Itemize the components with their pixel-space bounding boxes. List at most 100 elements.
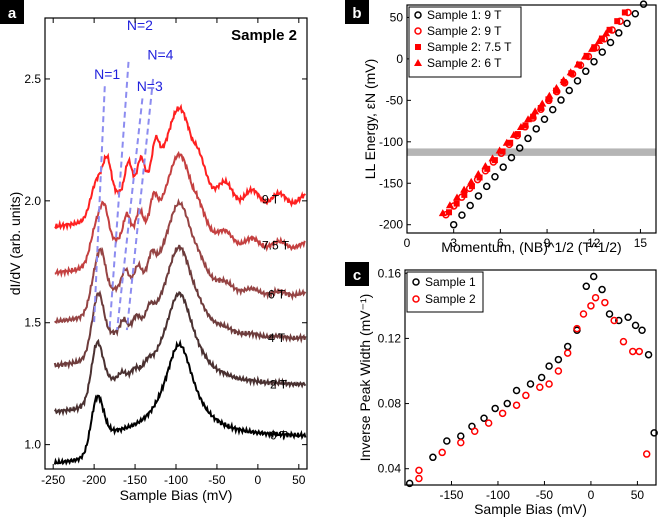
panel-c-ytick-label-2: 0.12 bbox=[378, 331, 402, 345]
panel-b-ylabel: LL Energy, εN (mV) bbox=[362, 59, 378, 180]
panel-b-xtick-label-4: 12 bbox=[587, 236, 601, 250]
panel-a-title: Sample 2 bbox=[231, 27, 297, 44]
panel-b-point-s3-20 bbox=[580, 52, 589, 60]
panel-c-point-s1-0 bbox=[415, 474, 423, 483]
panel-c-point-s1-22 bbox=[642, 450, 651, 458]
panel-b-point-s3-12 bbox=[524, 115, 533, 123]
panel-a-xtick-label-0: -250 bbox=[41, 473, 65, 487]
panel-b-point-s0-8 bbox=[515, 144, 524, 152]
panel-c-point-s1-5 bbox=[484, 419, 493, 427]
panel-c-point-s1-2 bbox=[438, 448, 446, 457]
panel-b-legend-box bbox=[408, 6, 522, 78]
panel-b-point-s0-2 bbox=[466, 201, 474, 210]
panel-c-point-s1-9 bbox=[536, 383, 544, 392]
panel-b-legend-marker-3 bbox=[414, 59, 422, 66]
panel-b-point-s2-2 bbox=[461, 191, 468, 198]
panel-c-point-s1-10 bbox=[545, 380, 553, 388]
panel-b-point-s3-11 bbox=[516, 123, 525, 131]
panel-c-ytick-label-1: 0.08 bbox=[378, 397, 402, 411]
panel-c-point-s1-11 bbox=[554, 367, 563, 375]
panel-b-point-s0-23 bbox=[639, 0, 648, 8]
panel-b-ytick-label-5: 50 bbox=[390, 10, 404, 24]
panel-c-point-s0-19 bbox=[615, 316, 623, 325]
panel-b-point-s2-23 bbox=[621, 9, 628, 16]
panel-b-point-s2-10 bbox=[522, 122, 529, 129]
panel-c-point-s0-23 bbox=[644, 350, 653, 359]
panel-b-xtick-label-0: 0 bbox=[404, 236, 411, 250]
spectrum-line-1 bbox=[53, 290, 307, 417]
panel-b-point-s2-7 bbox=[499, 148, 506, 155]
panel-c-xtick-label-3: 0 bbox=[588, 488, 595, 502]
panel-a-ytick-label-2: 2.0 bbox=[24, 194, 41, 208]
panel-c-point-s1-12 bbox=[563, 349, 572, 357]
panel-b-point-s0-4 bbox=[482, 182, 491, 191]
panel-a-ylabel: dI/dV (arb. units) bbox=[7, 192, 23, 296]
panel-b-point-s0-9 bbox=[524, 134, 532, 143]
panel-b-letter: b bbox=[352, 5, 361, 22]
panel-c-point-s1-20 bbox=[629, 347, 637, 356]
panel-b-point-s3-3 bbox=[460, 185, 469, 193]
panel-b-point-s2-22 bbox=[614, 18, 621, 25]
panel-c-xtick-label-4: 50 bbox=[631, 488, 645, 502]
panel-c-point-s1-1 bbox=[415, 466, 423, 475]
panel-b-ytick-label-1: -150 bbox=[379, 176, 403, 190]
panel-c-point-s0-12 bbox=[554, 355, 563, 364]
panel-b-point-s0-13 bbox=[557, 96, 565, 104]
panel-b-point-s2-21 bbox=[606, 26, 613, 33]
panel-c-xlabel: Sample Bias (mV) bbox=[474, 501, 587, 517]
panel-b-point-s3-5 bbox=[474, 169, 483, 177]
panel-b-point-s3-0 bbox=[438, 209, 447, 217]
panel-b-point-s0-16 bbox=[582, 67, 590, 76]
panel-c-point-s0-16 bbox=[589, 272, 598, 281]
panel-b-point-s0-18 bbox=[598, 48, 607, 56]
panel-b-xlabel: Momentum, (NB)^1/2 (T^1/2) bbox=[441, 239, 621, 255]
panel-b-legend: Sample 1: 9 T Sample 2: 9 T Sample 2: 7.5 … bbox=[408, 6, 522, 78]
panel-b-point-s2-3 bbox=[468, 183, 475, 190]
panel-b-legend-label-0: Sample 1: 9 T bbox=[427, 8, 502, 22]
panel-b-point-s3-7 bbox=[488, 154, 497, 162]
panel-c-point-s0-10 bbox=[537, 373, 546, 382]
panel-b-point-s3-13 bbox=[531, 107, 540, 115]
panel-c-frame bbox=[404, 269, 657, 486]
panel-c-point-s0-24 bbox=[650, 429, 658, 437]
panel-c-point-s0-9 bbox=[526, 380, 535, 388]
panel-b-point-s0-15 bbox=[573, 77, 582, 85]
panel-b-point-s3-15 bbox=[545, 91, 554, 99]
panel-b-point-s2-11 bbox=[530, 113, 537, 120]
panel-c-point-s0-7 bbox=[503, 399, 512, 408]
panel-b-point-s3-2 bbox=[453, 193, 462, 201]
panel-b-xtick-label-1: 3 bbox=[450, 236, 457, 250]
panel-a-xtick-label-3: -100 bbox=[164, 473, 188, 487]
panel-b-point-s0-14 bbox=[565, 86, 574, 95]
panel-b-point-s2-4 bbox=[476, 174, 483, 181]
panel-c-point-s1-3 bbox=[457, 438, 465, 447]
panel-a-xlabel: Sample Bias (mV) bbox=[120, 487, 233, 503]
spectrum-line-2 bbox=[53, 244, 307, 370]
panel-b-xtick-label-5: 15 bbox=[634, 236, 648, 250]
panel-b-point-s3-18 bbox=[566, 68, 575, 76]
field-label-1: 2 T bbox=[270, 378, 288, 392]
panel-a-badge bbox=[0, 0, 24, 24]
panel-c-legend-label-0: Sample 1 bbox=[425, 275, 476, 289]
panel-b-point-s2-20 bbox=[598, 35, 605, 42]
panel-c-xtick-label-1: -100 bbox=[486, 488, 510, 502]
panel-b-frame bbox=[406, 4, 657, 234]
panel-b-point-s0-3 bbox=[474, 192, 483, 200]
panel-b-point-s0-1 bbox=[458, 211, 466, 219]
panel-c-point-s1-14 bbox=[579, 310, 588, 318]
panel-b-point-s0-7 bbox=[507, 153, 516, 162]
energy-band bbox=[407, 148, 656, 156]
panel-c-legend-marker-0 bbox=[412, 278, 420, 286]
panel-c-letter: c bbox=[353, 267, 361, 284]
level-guide-3 bbox=[125, 78, 155, 331]
panel-c-point-s0-2 bbox=[443, 437, 451, 445]
panel-b-point-s3-8 bbox=[495, 146, 504, 154]
field-label-5: 9 T bbox=[262, 192, 280, 206]
panel-b-legend-label-3: Sample 2: 6 T bbox=[427, 56, 502, 70]
panel-c-point-s1-18 bbox=[610, 316, 618, 325]
panel-c-ylabel: Inverse Peak Width (mV⁻¹) bbox=[357, 294, 373, 462]
panel-b-point-s0-5 bbox=[491, 173, 499, 181]
panel-b-point-s3-17 bbox=[559, 76, 568, 84]
panel-b-point-s2-9 bbox=[514, 131, 521, 138]
level-annotation-3: N=4 bbox=[147, 46, 173, 62]
